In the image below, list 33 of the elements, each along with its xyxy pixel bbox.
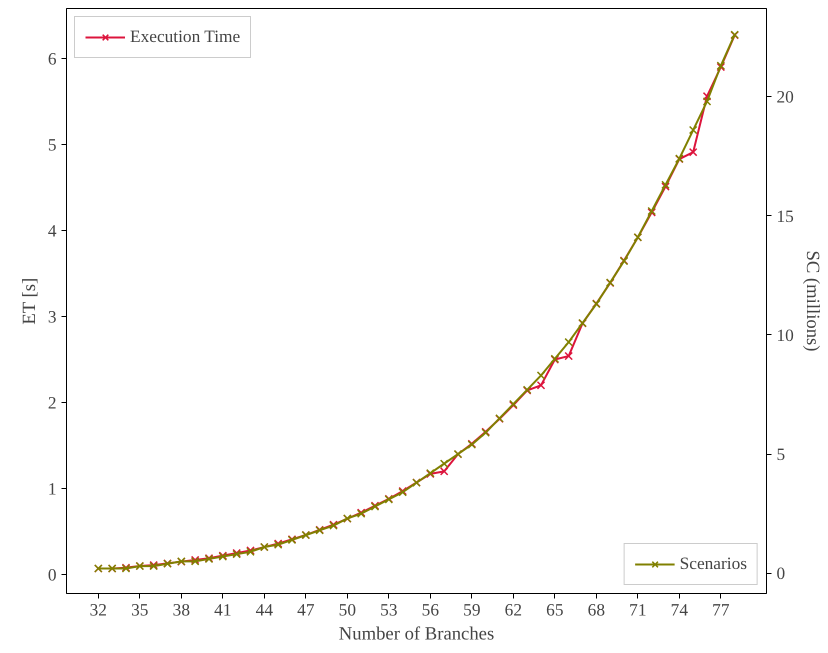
x-tick-label: 59 bbox=[463, 600, 480, 620]
y2-tick-label: 0 bbox=[776, 564, 786, 584]
y-tick-label: 5 bbox=[48, 135, 57, 154]
y2-tick-label: 20 bbox=[776, 88, 794, 107]
y-tick-label: 3 bbox=[48, 307, 57, 326]
y-axis-title: ET [s] bbox=[18, 278, 40, 325]
x-tick-label: 38 bbox=[172, 600, 190, 620]
x-tick-label: 50 bbox=[338, 600, 356, 620]
x-tick-label: 47 bbox=[297, 600, 315, 620]
x-axis-title: Number of Branches bbox=[338, 624, 494, 644]
x-tick-label: 77 bbox=[712, 600, 730, 620]
y-tick-label: 0 bbox=[48, 566, 57, 585]
y-tick-label: 6 bbox=[48, 49, 57, 68]
y2-axis-title: SC (millions) bbox=[802, 250, 823, 352]
y2-tick-label: 10 bbox=[776, 326, 794, 345]
x-tick-label: 53 bbox=[380, 600, 398, 620]
x-tick-label: 62 bbox=[504, 600, 522, 620]
y-tick-label: 1 bbox=[48, 480, 57, 499]
x-tick-label: 41 bbox=[214, 600, 232, 620]
x-tick-label: 68 bbox=[588, 600, 606, 620]
y-tick-label: 4 bbox=[48, 221, 57, 240]
x-tick-label: 44 bbox=[256, 600, 274, 620]
x-tick-label: 56 bbox=[422, 600, 440, 620]
x-tick-label: 71 bbox=[629, 600, 647, 620]
legend-label: Execution Time bbox=[130, 27, 240, 47]
x-tick-label: 74 bbox=[670, 600, 688, 620]
x-tick-label: 65 bbox=[546, 600, 564, 620]
x-tick-label: 32 bbox=[90, 600, 107, 620]
y2-tick-label: 5 bbox=[776, 445, 786, 464]
y-tick-label: 2 bbox=[48, 394, 57, 413]
y2-tick-label: 15 bbox=[776, 206, 794, 226]
x-tick-label: 35 bbox=[131, 600, 148, 620]
legend-label: Scenarios bbox=[680, 554, 747, 574]
